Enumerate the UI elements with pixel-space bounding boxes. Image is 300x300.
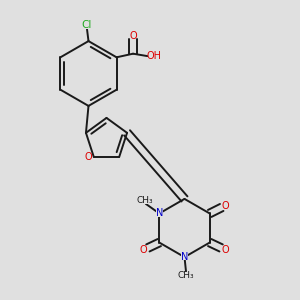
Text: N: N — [156, 208, 163, 218]
Text: O: O — [222, 201, 230, 211]
FancyBboxPatch shape — [179, 272, 193, 278]
FancyBboxPatch shape — [140, 247, 147, 253]
Text: O: O — [85, 152, 92, 162]
FancyBboxPatch shape — [81, 22, 93, 29]
Text: OH: OH — [147, 51, 162, 61]
Text: Cl: Cl — [82, 20, 92, 31]
FancyBboxPatch shape — [156, 210, 163, 217]
FancyBboxPatch shape — [181, 254, 188, 260]
FancyBboxPatch shape — [85, 154, 92, 160]
Text: O: O — [129, 31, 137, 41]
Text: O: O — [140, 245, 148, 255]
FancyBboxPatch shape — [148, 53, 160, 59]
Text: O: O — [221, 245, 229, 255]
FancyBboxPatch shape — [138, 197, 151, 204]
FancyBboxPatch shape — [222, 203, 229, 209]
Text: N: N — [181, 252, 188, 262]
FancyBboxPatch shape — [222, 247, 228, 253]
Text: CH₃: CH₃ — [178, 271, 194, 280]
FancyBboxPatch shape — [130, 33, 136, 39]
Text: CH₃: CH₃ — [137, 196, 154, 205]
